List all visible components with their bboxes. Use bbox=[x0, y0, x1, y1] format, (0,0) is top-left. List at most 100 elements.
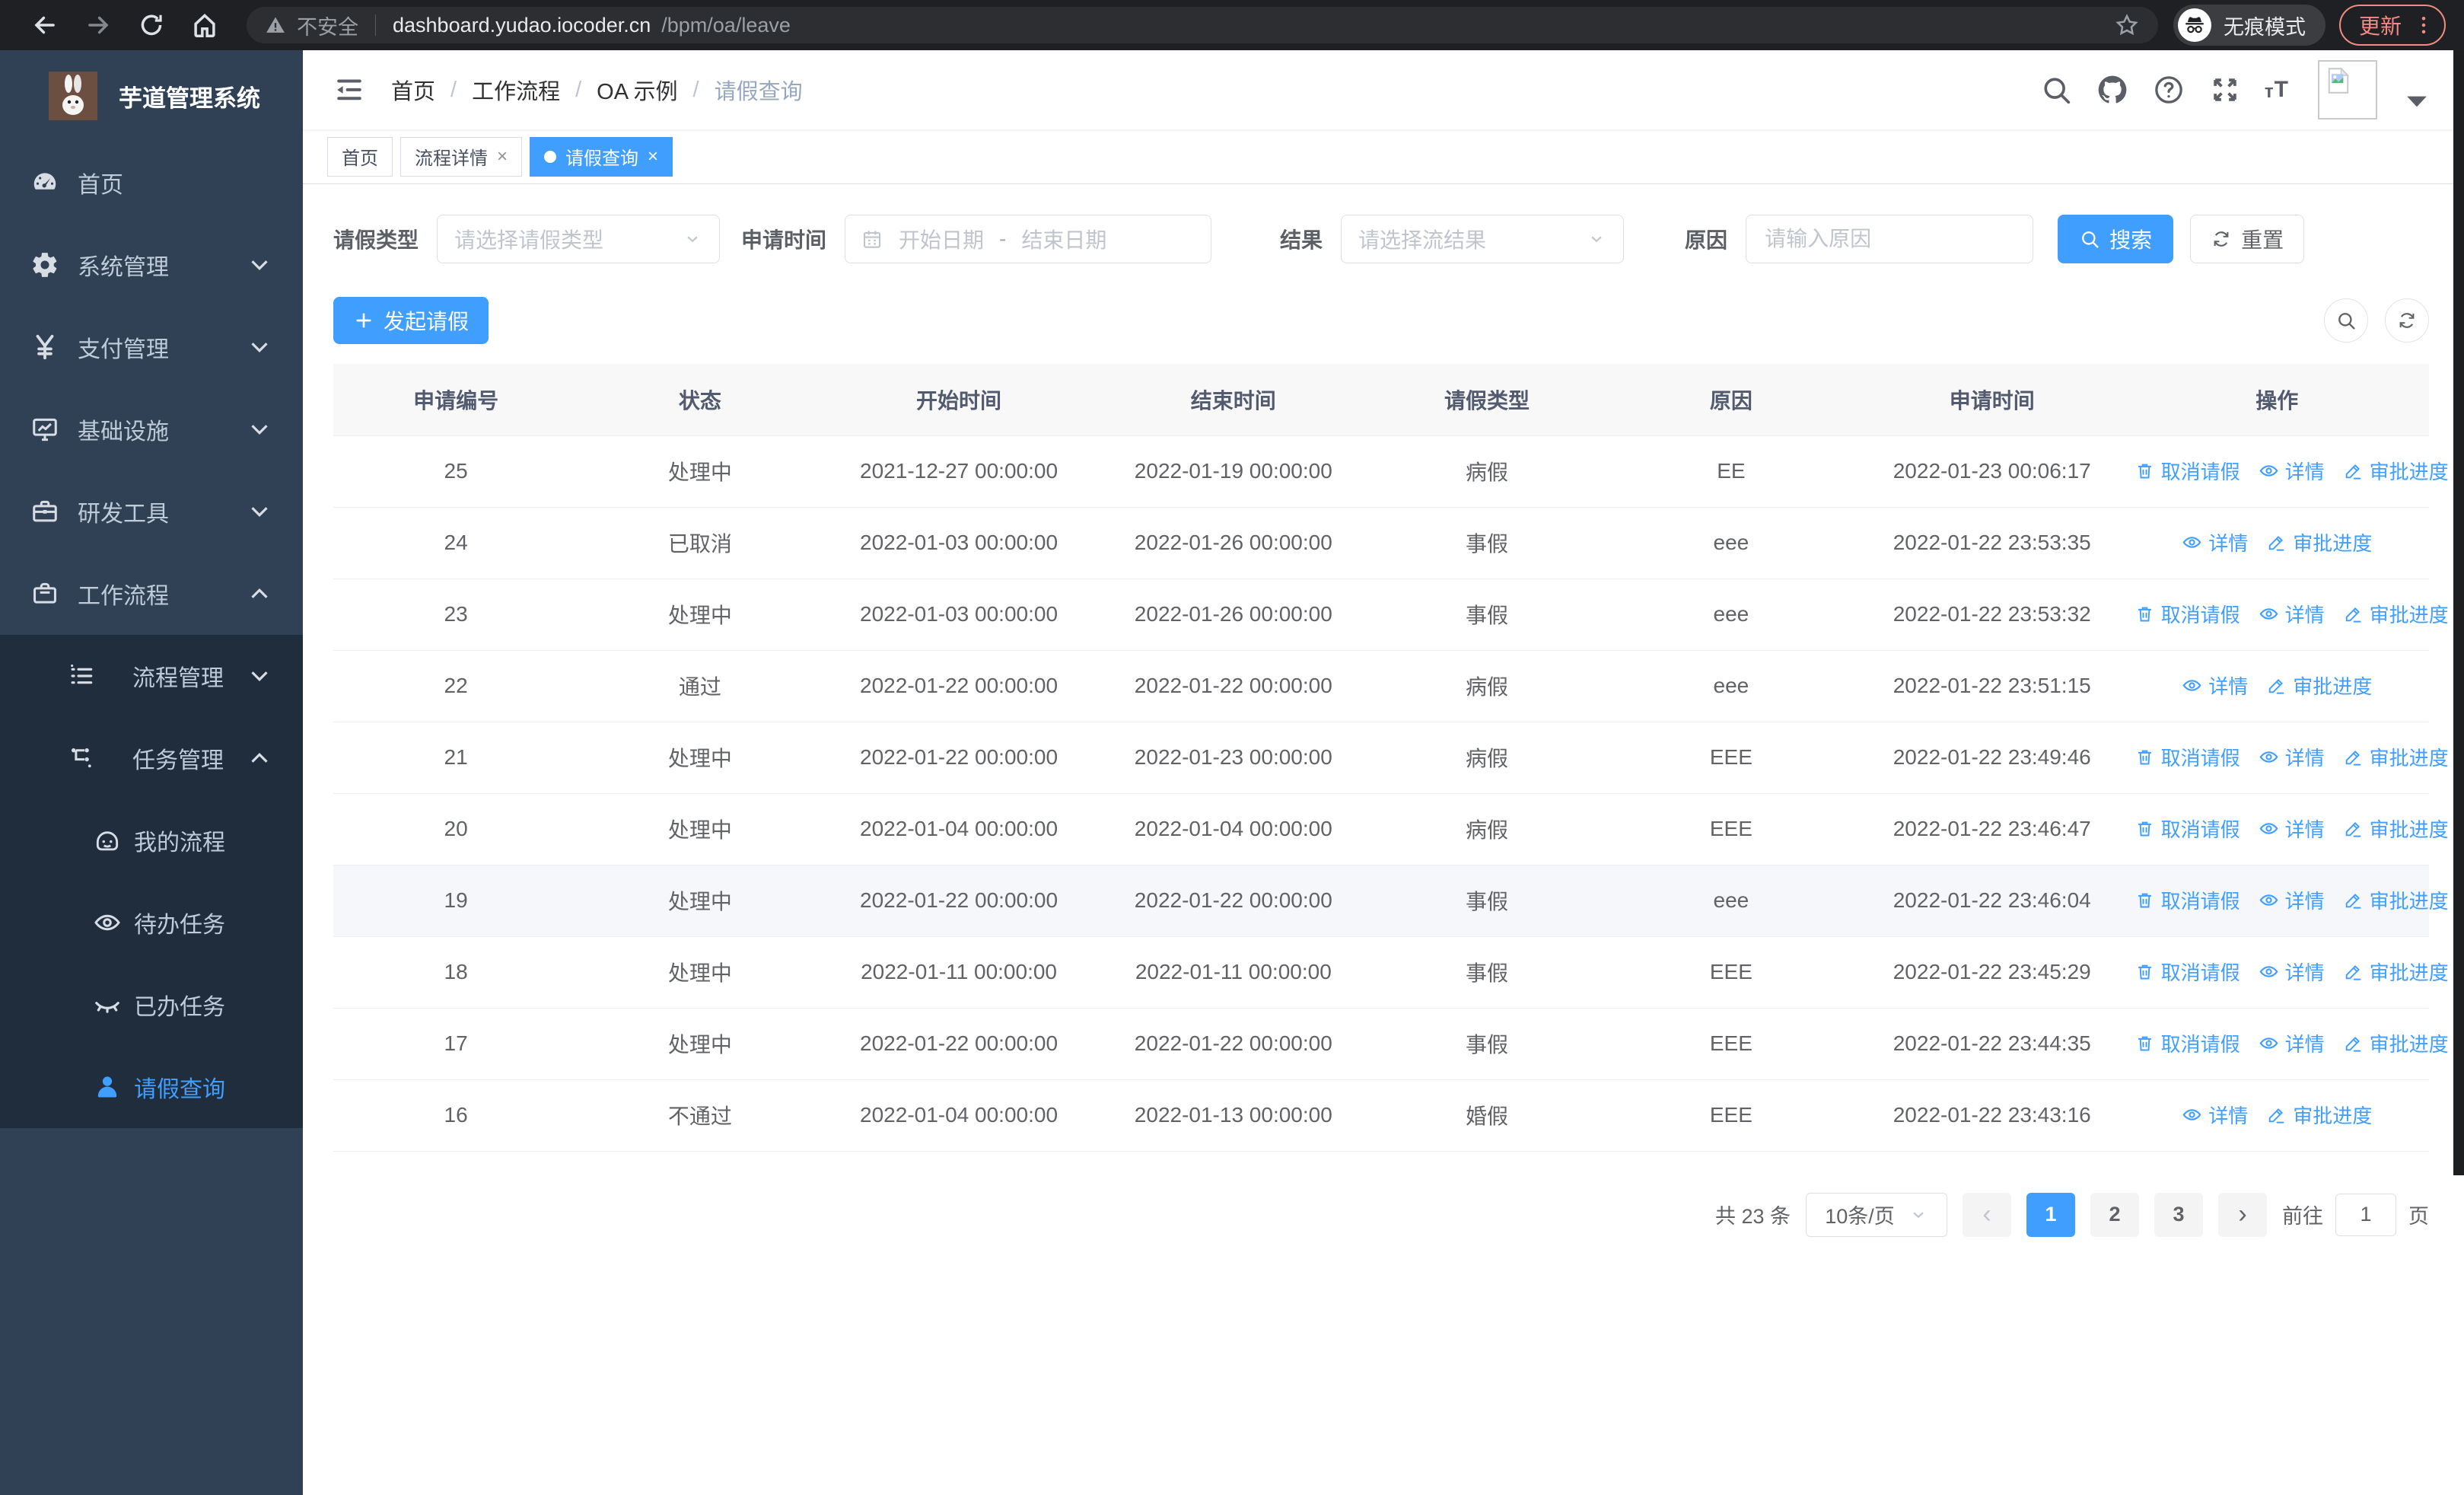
next-page-button[interactable]: › bbox=[2218, 1192, 2267, 1237]
action-progress-button[interactable]: 审批进度 bbox=[2343, 886, 2449, 914]
search-icon[interactable] bbox=[2039, 73, 2073, 107]
browser-menu-icon[interactable] bbox=[2412, 14, 2435, 37]
collapse-sidebar-icon[interactable] bbox=[333, 74, 365, 106]
action-progress-button[interactable]: 审批进度 bbox=[2266, 671, 2372, 700]
action-cancel-button[interactable]: 取消请假 bbox=[2135, 600, 2240, 628]
cell-id: 21 bbox=[333, 722, 579, 794]
close-icon[interactable]: × bbox=[497, 145, 508, 167]
sidebar-item-leave-query[interactable]: 请假查询 bbox=[0, 1046, 303, 1128]
action-cancel-button[interactable]: 取消请假 bbox=[2135, 958, 2240, 986]
breadcrumb-item[interactable]: 首页 bbox=[391, 80, 436, 104]
action-detail-button[interactable]: 详情 bbox=[2259, 1029, 2325, 1057]
not-secure-label[interactable]: 不安全 bbox=[297, 15, 358, 39]
sidebar-item-workflow[interactable]: 工作流程 bbox=[0, 553, 303, 635]
action-detail-button[interactable]: 详情 bbox=[2182, 1101, 2248, 1129]
tab-home[interactable]: 首页 bbox=[327, 136, 393, 177]
reset-button[interactable]: 重置 bbox=[2190, 215, 2305, 263]
sidebar-item-process-mgmt[interactable]: 流程管理 bbox=[0, 635, 303, 717]
action-detail-button[interactable]: 详情 bbox=[2259, 886, 2325, 914]
leave-type-select[interactable]: 请选择请假类型 bbox=[437, 215, 721, 263]
action-progress-button[interactable]: 审批进度 bbox=[2343, 1029, 2449, 1057]
sidebar-item-devtools[interactable]: 研发工具 bbox=[0, 470, 303, 553]
prev-page-button[interactable]: ‹ bbox=[1963, 1192, 2011, 1237]
cell-id: 20 bbox=[333, 793, 579, 865]
pen-icon bbox=[2343, 890, 2364, 910]
github-icon[interactable] bbox=[2096, 73, 2129, 107]
action-detail-button[interactable]: 详情 bbox=[2182, 528, 2248, 556]
action-cancel-button[interactable]: 取消请假 bbox=[2135, 814, 2240, 843]
action-detail-button[interactable]: 详情 bbox=[2259, 743, 2325, 771]
page-button-2[interactable]: 2 bbox=[2090, 1192, 2139, 1237]
action-cancel-button[interactable]: 取消请假 bbox=[2135, 886, 2240, 914]
action-progress-button[interactable]: 审批进度 bbox=[2266, 1101, 2372, 1129]
toggle-search-button[interactable] bbox=[2324, 298, 2368, 343]
action-progress-button[interactable]: 审批进度 bbox=[2343, 958, 2449, 986]
sidebar-item-infra[interactable]: 基础设施 bbox=[0, 388, 303, 470]
sidebar-menu: 首页 系统管理 支付管理 基础设施 研发工具 工作流程 流程管理 任务管理 我的流程 待办任务 已办… bbox=[0, 142, 303, 1128]
address-bar[interactable]: 不安全 dashboard.yudao.iocoder.cn/bpm/oa/le… bbox=[247, 7, 2158, 43]
person-icon bbox=[93, 1073, 122, 1101]
trash-icon bbox=[2135, 461, 2155, 481]
help-icon[interactable] bbox=[2152, 73, 2185, 107]
pagination: 共 23 条 10条/页 ‹ 123 › 前往 页 bbox=[333, 1192, 2429, 1237]
sidebar-item-todo-tasks[interactable]: 待办任务 bbox=[0, 881, 303, 964]
column-header: 开始时间 bbox=[821, 364, 1097, 436]
sidebar-item-home[interactable]: 首页 bbox=[0, 142, 303, 224]
action-progress-button[interactable]: 审批进度 bbox=[2343, 600, 2449, 628]
result-select[interactable]: 请选择流结果 bbox=[1341, 215, 1625, 263]
calendar-icon bbox=[861, 228, 883, 250]
action-progress-button[interactable]: 审批进度 bbox=[2343, 743, 2449, 771]
tab-leave-query[interactable]: 请假查询 × bbox=[530, 136, 673, 177]
page-button-3[interactable]: 3 bbox=[2154, 1192, 2203, 1237]
action-detail-button[interactable]: 详情 bbox=[2259, 600, 2325, 628]
user-menu-caret-icon[interactable] bbox=[2400, 84, 2434, 118]
fullscreen-icon[interactable] bbox=[2208, 73, 2242, 107]
action-detail-button[interactable]: 详情 bbox=[2259, 958, 2325, 986]
page-size-select[interactable]: 10条/页 bbox=[1806, 1192, 1947, 1237]
browser-home-icon[interactable] bbox=[190, 11, 219, 40]
leave-table: 申请编号 状态 开始时间 结束时间 请假类型 原因 申请时间 操作 25 处理中 2021-12-… bbox=[333, 364, 2449, 1152]
action-detail-button[interactable]: 详情 bbox=[2259, 457, 2325, 485]
action-detail-button[interactable]: 详情 bbox=[2259, 814, 2325, 843]
reason-input[interactable] bbox=[1746, 215, 2034, 263]
tags-view-bar: 首页 流程详情 × 请假查询 × bbox=[303, 129, 2464, 184]
scrollbar-thumb[interactable] bbox=[2453, 50, 2464, 1175]
sidebar-item-system[interactable]: 系统管理 bbox=[0, 224, 303, 306]
action-cancel-button[interactable]: 取消请假 bbox=[2135, 743, 2240, 771]
breadcrumb-item[interactable]: 工作流程 bbox=[472, 80, 561, 104]
sidebar-item-my-process[interactable]: 我的流程 bbox=[0, 799, 303, 881]
goto-page-input[interactable] bbox=[2335, 1193, 2396, 1236]
create-leave-button[interactable]: 发起请假 bbox=[333, 297, 489, 344]
sidebar-item-payment[interactable]: 支付管理 bbox=[0, 306, 303, 388]
action-progress-button[interactable]: 审批进度 bbox=[2266, 528, 2372, 556]
face-icon bbox=[93, 826, 122, 855]
action-cancel-button[interactable]: 取消请假 bbox=[2135, 457, 2240, 485]
apply-time-range-picker[interactable]: 开始日期 - 结束日期 bbox=[845, 215, 1212, 263]
sidebar-logo[interactable]: 芋道管理系统 bbox=[0, 50, 303, 142]
action-cancel-button[interactable]: 取消请假 bbox=[2135, 1029, 2240, 1057]
avatar[interactable] bbox=[2318, 60, 2377, 120]
page-button-1[interactable]: 1 bbox=[2026, 1192, 2075, 1237]
action-detail-button[interactable]: 详情 bbox=[2182, 671, 2248, 700]
tab-process-detail[interactable]: 流程详情 × bbox=[400, 136, 523, 177]
browser-update-button[interactable]: 更新 bbox=[2338, 5, 2446, 46]
bookmark-star-icon[interactable] bbox=[2114, 12, 2140, 38]
close-icon[interactable]: × bbox=[648, 145, 659, 167]
browser-reload-icon[interactable] bbox=[137, 11, 166, 40]
breadcrumb-item[interactable]: OA 示例 bbox=[597, 80, 678, 104]
action-progress-button[interactable]: 审批进度 bbox=[2343, 814, 2449, 843]
refresh-table-button[interactable] bbox=[2385, 298, 2429, 343]
sidebar-item-task-mgmt[interactable]: 任务管理 bbox=[0, 717, 303, 799]
browser-forward-icon[interactable] bbox=[84, 11, 113, 40]
search-button[interactable]: 搜索 bbox=[2058, 215, 2174, 263]
cell-id: 16 bbox=[333, 1079, 579, 1152]
sidebar-item-done-tasks[interactable]: 已办任务 bbox=[0, 964, 303, 1046]
cell-type: 事假 bbox=[1370, 865, 1603, 937]
browser-back-icon[interactable] bbox=[30, 11, 59, 40]
cell-actions: 取消请假 详情 审批进度 bbox=[2125, 1008, 2449, 1080]
search-form: 请假类型 请选择请假类型 申请时间 开始日期 - 结束日期 结果 请选择流结果 bbox=[333, 215, 2429, 263]
action-progress-button[interactable]: 审批进度 bbox=[2343, 457, 2449, 485]
cell-actions: 取消请假 详情 审批进度 bbox=[2125, 722, 2449, 794]
